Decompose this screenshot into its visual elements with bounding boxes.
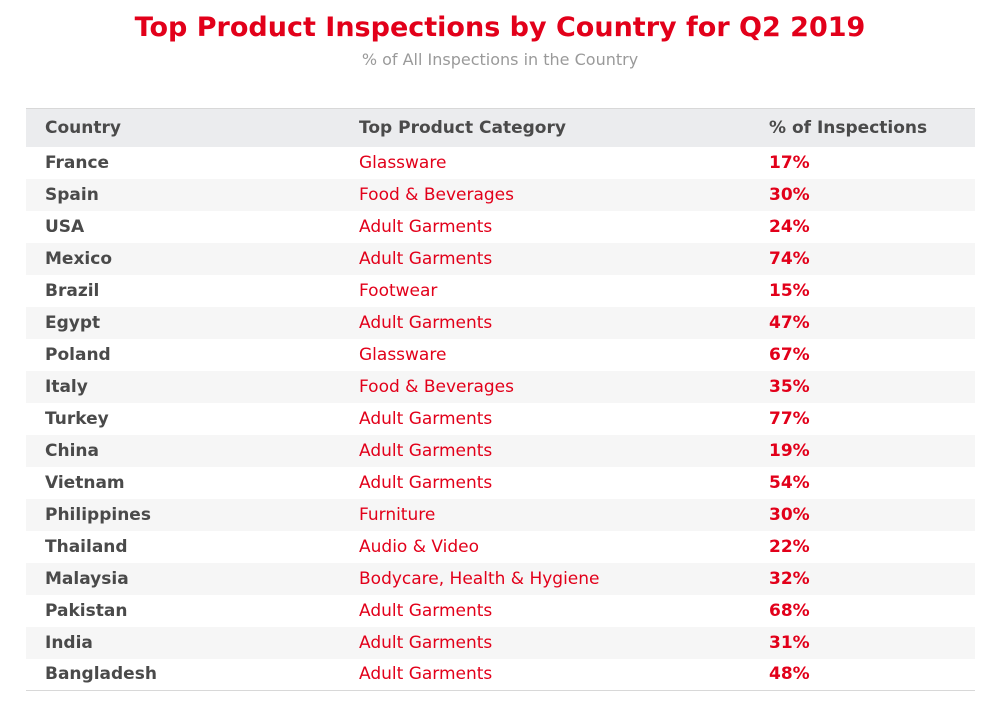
percent-cell: 22% xyxy=(769,536,810,557)
country-cell: Thailand xyxy=(45,536,128,557)
table-row: Spain Food & Beverages 30% xyxy=(26,178,975,211)
percent-cell: 77% xyxy=(769,408,810,429)
column-header-percent: % of Inspections xyxy=(769,117,928,138)
category-cell: Bodycare, Health & Hygiene xyxy=(359,568,600,589)
category-cell: Audio & Video xyxy=(359,536,480,557)
table-row: Turkey Adult Garments 77% xyxy=(26,403,975,435)
country-cell: Bangladesh xyxy=(45,664,157,685)
inspections-table: Country Top Product Category % of Inspec… xyxy=(26,108,975,691)
percent-cell: 19% xyxy=(769,440,810,461)
category-cell: Adult Garments xyxy=(359,664,493,685)
percent-cell: 17% xyxy=(769,152,810,173)
percent-cell: 15% xyxy=(769,280,810,301)
category-cell: Food & Beverages xyxy=(359,376,514,397)
table-row: Thailand Audio & Video 22% xyxy=(26,531,975,563)
category-cell: Adult Garments xyxy=(359,600,493,621)
country-cell: Philippines xyxy=(45,504,151,525)
country-cell: Mexico xyxy=(45,248,112,269)
table-row: India Adult Garments 31% xyxy=(26,626,975,659)
table-header: Country Top Product Category % of Inspec… xyxy=(26,108,975,147)
category-cell: Adult Garments xyxy=(359,440,493,461)
percent-cell: 24% xyxy=(769,216,810,237)
table-row: France Glassware 17% xyxy=(26,147,975,179)
percent-cell: 47% xyxy=(769,312,810,333)
category-cell: Furniture xyxy=(359,504,436,525)
percent-cell: 30% xyxy=(769,184,810,205)
table-row: Poland Glassware 67% xyxy=(26,339,975,371)
table-row: Brazil Footwear 15% xyxy=(26,275,975,307)
country-cell: Poland xyxy=(45,344,111,365)
category-cell: Adult Garments xyxy=(359,472,493,493)
table-row: Malaysia Bodycare, Health & Hygiene 32% xyxy=(26,562,975,595)
country-cell: Brazil xyxy=(45,280,100,301)
percent-cell: 54% xyxy=(769,472,810,493)
category-cell: Glassware xyxy=(359,152,447,173)
table-body: France Glassware 17% Spain Food & Beverages 3… xyxy=(26,147,975,691)
country-cell: Italy xyxy=(45,376,88,397)
country-cell: USA xyxy=(45,216,85,237)
country-cell: Malaysia xyxy=(45,568,129,589)
category-cell: Adult Garments xyxy=(359,408,493,429)
percent-cell: 48% xyxy=(769,664,810,685)
country-cell: China xyxy=(45,440,99,461)
category-cell: Adult Garments xyxy=(359,312,493,333)
category-cell: Food & Beverages xyxy=(359,184,514,205)
table-row: Egypt Adult Garments 47% xyxy=(26,306,975,339)
column-header-category: Top Product Category xyxy=(359,117,566,138)
country-cell: Egypt xyxy=(45,312,101,333)
category-cell: Adult Garments xyxy=(359,632,493,653)
table-row: Mexico Adult Garments 74% xyxy=(26,242,975,275)
category-cell: Footwear xyxy=(359,280,438,301)
category-cell: Adult Garments xyxy=(359,216,493,237)
country-cell: Pakistan xyxy=(45,600,128,621)
table-row: Italy Food & Beverages 35% xyxy=(26,370,975,403)
chart-subtitle: % of All Inspections in the Country xyxy=(361,50,639,69)
country-cell: India xyxy=(45,632,93,653)
column-header-country: Country xyxy=(45,117,121,138)
table-row: Bangladesh Adult Garments 48% xyxy=(26,659,975,691)
country-cell: France xyxy=(45,152,110,173)
percent-cell: 68% xyxy=(769,600,810,621)
percent-cell: 30% xyxy=(769,504,810,525)
table-row: Pakistan Adult Garments 68% xyxy=(26,595,975,627)
percent-cell: 67% xyxy=(769,344,810,365)
category-cell: Glassware xyxy=(359,344,447,365)
percent-cell: 32% xyxy=(769,568,810,589)
table-row: Philippines Furniture 30% xyxy=(26,498,975,531)
category-cell: Adult Garments xyxy=(359,248,493,269)
country-cell: Vietnam xyxy=(45,472,125,493)
table-row: China Adult Garments 19% xyxy=(26,434,975,467)
table-row: USA Adult Garments 24% xyxy=(26,211,975,243)
country-cell: Turkey xyxy=(45,408,109,429)
percent-cell: 35% xyxy=(769,376,810,397)
chart-title: Top Product Inspections by Country for Q… xyxy=(134,12,866,43)
percent-cell: 31% xyxy=(769,632,810,653)
country-cell: Spain xyxy=(45,184,99,205)
table-row: Vietnam Adult Garments 54% xyxy=(26,467,975,499)
header-row: Country Top Product Category % of Inspec… xyxy=(26,108,975,147)
percent-cell: 74% xyxy=(769,248,810,269)
